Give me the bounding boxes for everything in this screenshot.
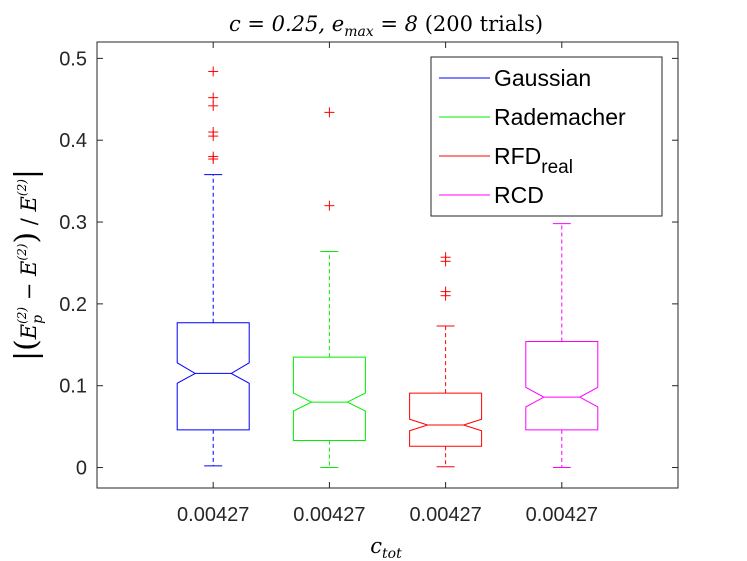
y-tick-label: 0.1 [59, 376, 87, 398]
box-body [176, 322, 250, 431]
y-axis: 0 0.1 0.2 0.3 0.4 0.5 [59, 48, 678, 480]
chart-title: c = 0.25, emax = 8 (200 trials) [229, 12, 543, 40]
y-tick-label: 0 [76, 458, 87, 480]
x-axis: 0.00427 0.00427 0.00427 0.00427 [177, 42, 598, 526]
legend-label: Rademacher [494, 104, 626, 130]
legend-label: RCD [494, 182, 544, 208]
y-tick-label: 0.2 [59, 294, 87, 316]
x-axis-label: ctot [370, 534, 402, 561]
box-body [292, 356, 366, 442]
x-tick-label: 0.00427 [409, 504, 481, 526]
y-tick-label: 0.5 [59, 48, 87, 70]
legend-box [430, 56, 663, 217]
box-gaussian [176, 66, 250, 467]
svg-text:|(Ep(2) − E(2)) / E(2)|: |(Ep(2) − E(2)) / E(2)| [9, 169, 46, 361]
box-rcd [525, 223, 599, 469]
box-rademacher [292, 107, 366, 469]
y-tick-label: 0.4 [59, 130, 87, 152]
boxes [176, 66, 599, 469]
x-tick-label: 0.00427 [177, 504, 249, 526]
legend-label: Gaussian [494, 65, 591, 91]
box-body [525, 341, 599, 431]
x-tick-label: 0.00427 [293, 504, 365, 526]
box-rfd-real [409, 252, 483, 468]
y-axis-label: |(Ep(2) − E(2)) / E(2)| [9, 169, 46, 361]
box-body [409, 392, 483, 447]
x-tick-label: 0.00427 [526, 504, 598, 526]
y-tick-label: 0.3 [59, 212, 87, 234]
